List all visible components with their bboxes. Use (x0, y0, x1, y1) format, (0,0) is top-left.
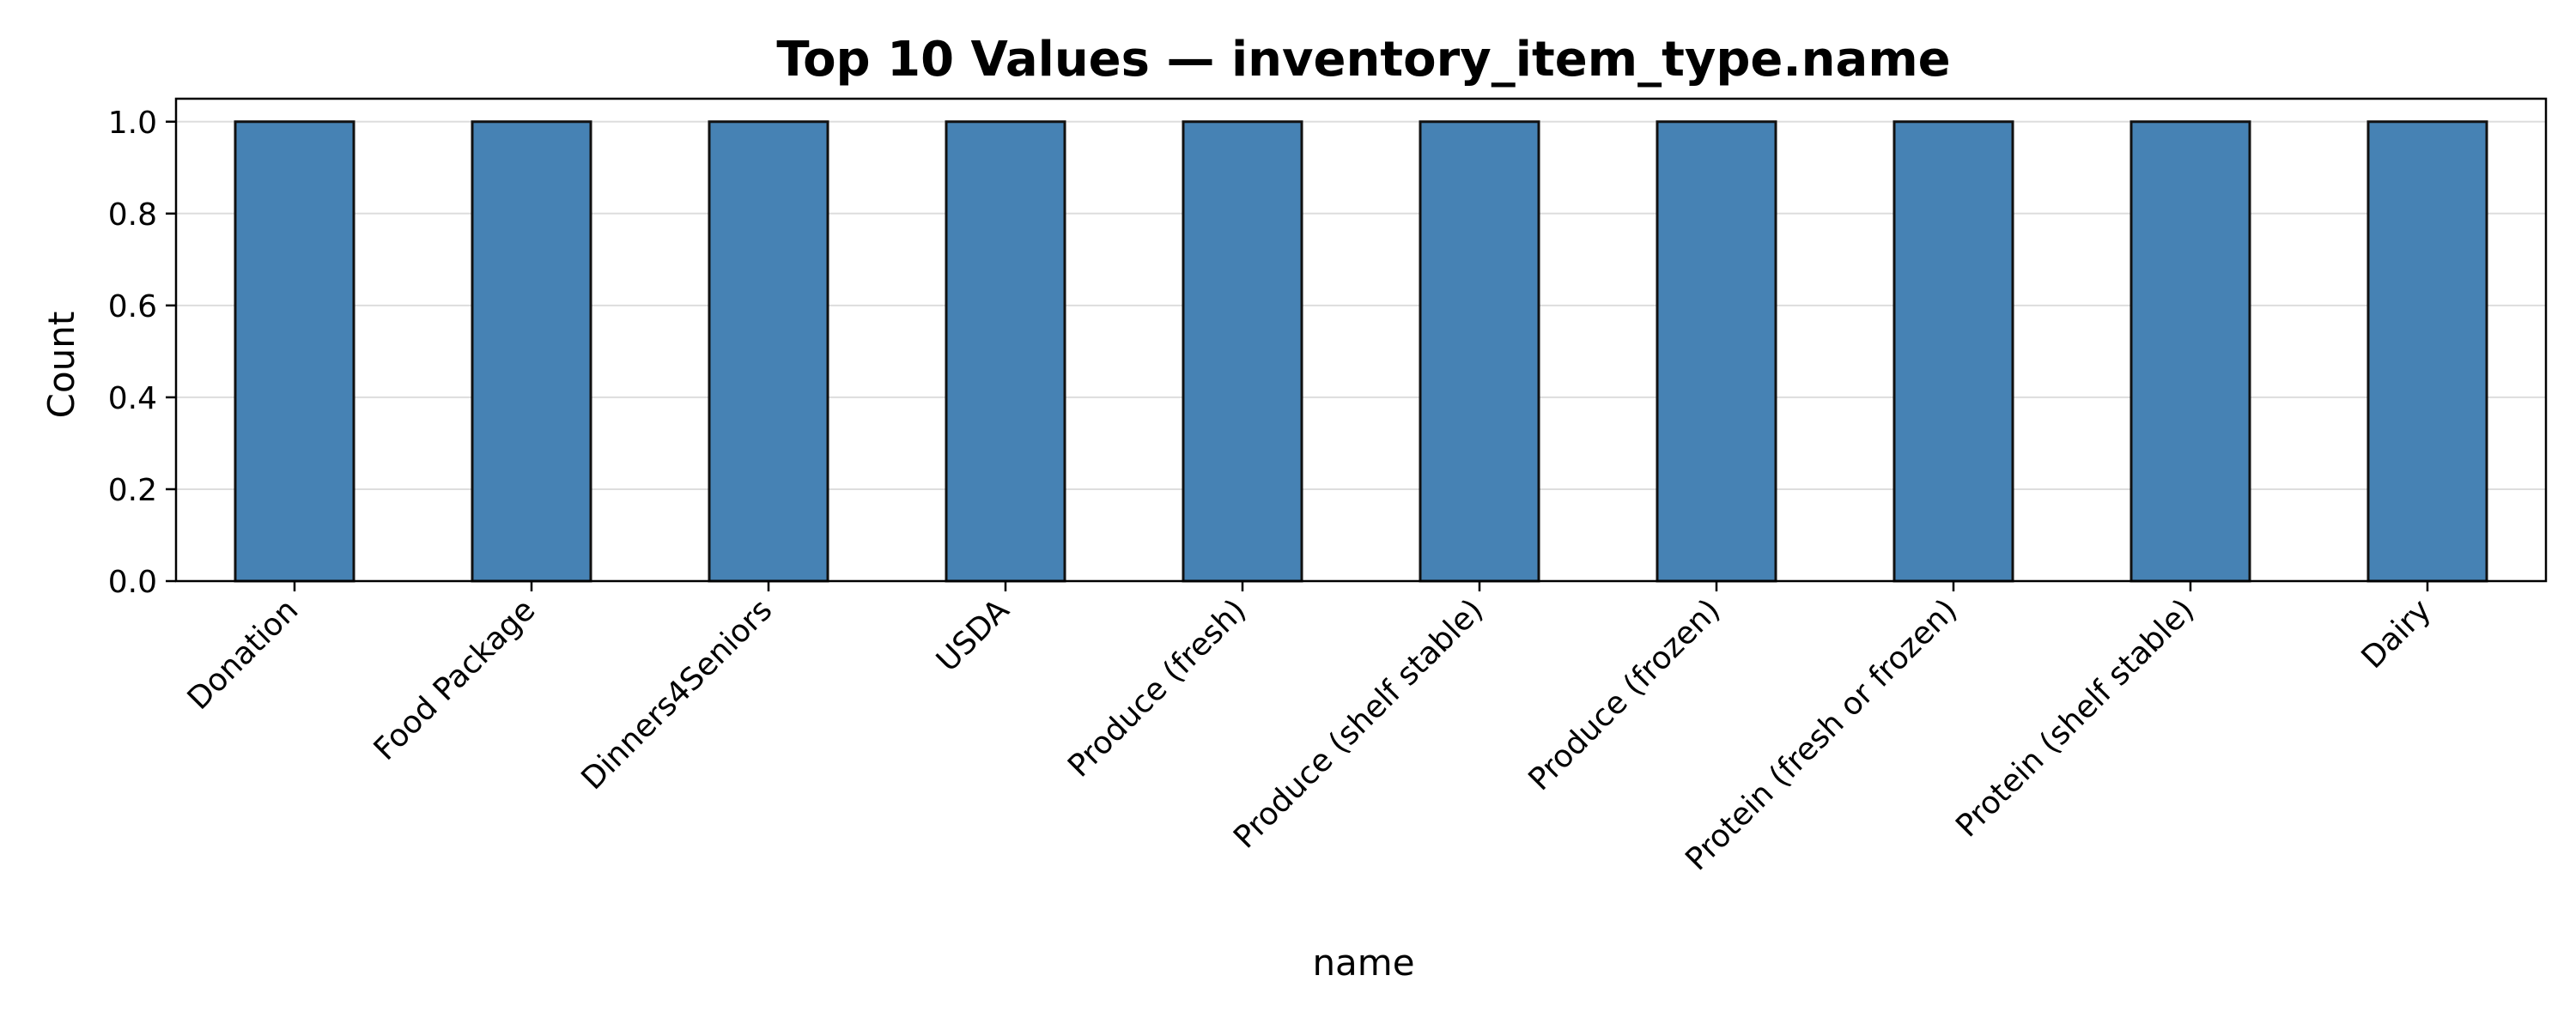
x-tick-label: Protein (fresh or frozen) (1679, 592, 1964, 877)
bar (2366, 120, 2488, 583)
bar (945, 120, 1066, 583)
x-tick-label: Dairy (2355, 592, 2439, 676)
x-tick-label: Protein (shelf stable) (1949, 592, 2201, 844)
bar (1419, 120, 1540, 583)
plot-frame (174, 97, 2548, 583)
bar (234, 120, 355, 583)
bar (2129, 120, 2251, 583)
y-tick-label: 0.0 (108, 565, 157, 600)
x-tick-label: Produce (fresh) (1061, 592, 1253, 784)
y-tick-label: 0.6 (108, 289, 157, 324)
bar (1893, 120, 2014, 583)
y-tick-label: 0.8 (108, 197, 157, 233)
x-tick-label: Donation (181, 592, 306, 717)
x-tick-label: Food Package (368, 592, 543, 767)
y-tick-label: 1.0 (108, 106, 157, 141)
chart-title: Top 10 Values — inventory_item_type.name (776, 32, 1950, 88)
x-tick-label: Dinners4Seniors (575, 592, 780, 797)
x-tick-label: Produce (frozen) (1522, 592, 1727, 797)
bar (708, 120, 829, 583)
bar (1656, 120, 1777, 583)
bar (471, 120, 592, 583)
y-tick-label: 0.2 (108, 473, 157, 508)
x-tick-label: Produce (shelf stable) (1227, 592, 1490, 855)
x-tick-label: USDA (930, 592, 1017, 679)
x-axis-ticks: Donation Food Package Dinners4Seniors USDA P… (181, 581, 2439, 877)
y-tick-label: 0.4 (108, 381, 157, 416)
y-axis-ticks: 0.0 0.2 0.4 0.6 0.8 1.0 (108, 106, 176, 600)
axes (174, 97, 2548, 583)
bars (234, 120, 2488, 583)
y-axis-label: Count (40, 312, 82, 419)
bar (1182, 120, 1303, 583)
x-axis-label: name (1312, 942, 1414, 984)
